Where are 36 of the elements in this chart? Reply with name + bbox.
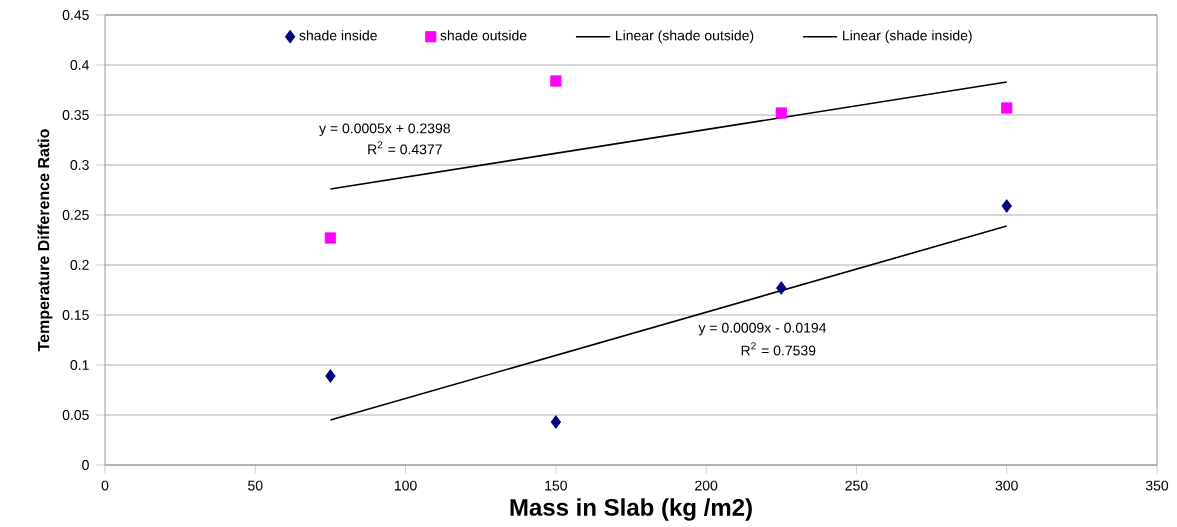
legend-label: shade outside — [440, 29, 527, 41]
legend-label: Linear (shade outside) — [616, 29, 754, 43]
y-tick-label: 0.2 — [70, 259, 89, 270]
legend-label: Linear (shade inside) — [843, 29, 972, 43]
point — [550, 415, 562, 429]
y-tick-label: 0.3 — [70, 159, 89, 170]
y-tick-label: 0.05 — [62, 409, 89, 420]
point — [325, 369, 336, 383]
point — [776, 281, 787, 295]
x-tick-label: 0 — [101, 480, 109, 491]
x-tick-label: 250 — [845, 480, 868, 491]
y-tick-label: 0.35 — [62, 109, 89, 120]
y-tick-label: 0.25 — [62, 209, 89, 220]
y-tick-label: 0.1 — [70, 359, 89, 370]
annotation: y = 0.0009x - 0.0194 — [698, 322, 827, 336]
y-tick-label: 0.45 — [62, 9, 89, 20]
annotation: y = 0.0005x + 0.2398 — [319, 123, 450, 136]
x-tick-label: 50 — [248, 480, 263, 491]
x-tick-label: 150 — [545, 480, 567, 491]
point — [775, 107, 787, 119]
annotation: R$^{2}$ = 0.4377 — [368, 140, 442, 155]
y-tick-label: 0.4 — [70, 59, 89, 70]
legend-label: shade inside — [299, 29, 377, 41]
x-tick-label: 350 — [1145, 480, 1169, 491]
y-tick-label: 0.15 — [62, 309, 89, 320]
x-tick-label: 300 — [995, 480, 1018, 491]
annotation: R$^{2}$ = 0.7539 — [741, 342, 816, 356]
x-axis-title: Mass in Slab (kg /m2) — [510, 498, 752, 521]
point — [1001, 102, 1013, 114]
point — [1001, 199, 1012, 213]
point — [550, 75, 562, 87]
x-tick-label: 200 — [695, 480, 718, 491]
y-axis-title: Temperature Difference Ratio — [37, 129, 53, 352]
y-tick-label: 0 — [82, 459, 89, 470]
x-tick-label: 100 — [394, 480, 417, 491]
point — [324, 232, 337, 244]
